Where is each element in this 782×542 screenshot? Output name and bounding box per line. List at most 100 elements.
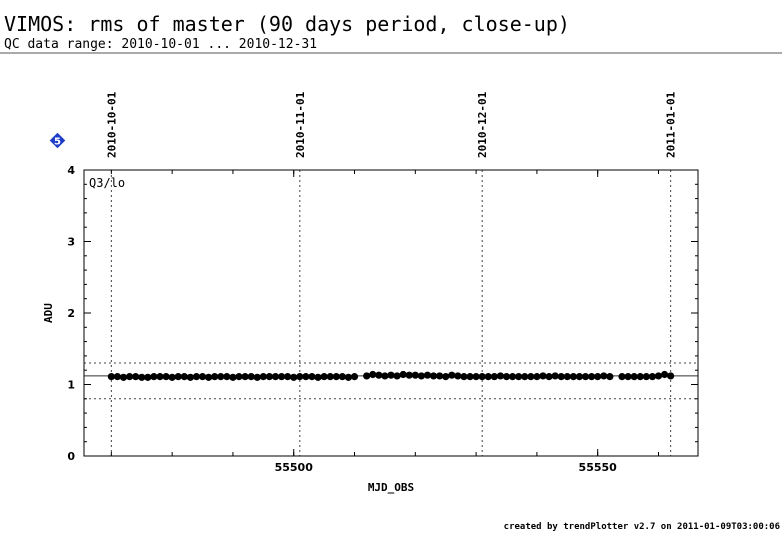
data-point [308, 373, 316, 381]
y-axis-label: ADU [42, 303, 55, 323]
data-point [539, 372, 547, 380]
data-point [496, 372, 505, 380]
data-point [344, 373, 353, 381]
data-point [144, 373, 152, 381]
data-point [442, 373, 450, 381]
data-point [600, 372, 608, 380]
data-point [150, 373, 158, 381]
marks-layer [107, 370, 675, 381]
data-point [205, 373, 213, 381]
data-point [296, 373, 304, 381]
data-point [405, 371, 413, 379]
data-point [618, 373, 626, 381]
data-point [454, 372, 462, 380]
data-point [393, 372, 401, 380]
data-point [387, 371, 395, 379]
data-point [588, 373, 596, 381]
data-point [363, 372, 371, 380]
data-point [630, 373, 638, 381]
data-point [569, 373, 577, 381]
data-point [192, 373, 201, 381]
data-point [277, 373, 286, 381]
data-point [490, 373, 498, 381]
data-point [557, 373, 565, 381]
data-point [448, 371, 456, 379]
data-point [107, 373, 115, 381]
data-point [326, 373, 334, 381]
date-marker-label-1: 2010-11-01 [294, 91, 307, 158]
badge-label: 5 [54, 137, 61, 148]
chart-subtitle: QC data range: 2010-10-01 ... 2010-12-31 [4, 37, 317, 52]
data-point [369, 370, 377, 379]
axis-layer: 2010-10-01 2010-11-01 2010-12-01 2011-01-01… [67, 91, 698, 474]
data-point [314, 373, 322, 381]
date-marker-label-2: 2010-12-01 [476, 91, 489, 158]
y-tick-label-2: 2 [67, 307, 75, 320]
data-point [533, 373, 541, 381]
data-point [502, 373, 511, 381]
data-point [119, 373, 128, 381]
data-point [265, 373, 274, 381]
data-point [624, 373, 632, 381]
data-point [223, 373, 231, 381]
grid-layer [84, 170, 698, 456]
x-tick-label-0: 55500 [275, 461, 314, 474]
data-point [436, 372, 444, 380]
plot-frame [83, 169, 699, 457]
data-point [350, 373, 359, 381]
y-tick-label-4: 4 [67, 164, 75, 177]
data-point [606, 373, 614, 381]
data-point [229, 373, 237, 381]
data-point [466, 373, 474, 381]
data-point [174, 373, 182, 381]
panel-label: Q3/lo [89, 176, 125, 190]
data-point [162, 373, 170, 381]
data-point [581, 373, 590, 381]
data-point [375, 371, 383, 379]
badge: 5 [49, 132, 66, 149]
data-point [259, 373, 267, 381]
data-point [284, 373, 292, 381]
data-point [217, 373, 225, 381]
data-point [460, 373, 468, 381]
y-tick-label-3: 3 [67, 236, 75, 249]
data-point [527, 373, 535, 381]
data-point [156, 373, 164, 381]
data-point [168, 373, 176, 381]
data-point [253, 373, 261, 381]
data-point [113, 373, 122, 381]
data-point [338, 373, 346, 381]
data-point [423, 371, 432, 379]
data-point [594, 373, 602, 381]
y-tick-label-1: 1 [67, 379, 75, 392]
data-point [235, 373, 243, 381]
data-point [290, 373, 298, 381]
data-point [508, 373, 517, 381]
y-tick-label-0: 0 [67, 450, 75, 463]
data-point [241, 373, 249, 381]
date-marker-label-0: 2010-10-01 [105, 91, 118, 158]
chart-title: VIMOS: rms of master (90 days period, cl… [4, 12, 570, 36]
data-point [515, 373, 523, 381]
data-point [271, 373, 280, 381]
data-point [429, 372, 438, 380]
data-point [642, 373, 650, 381]
data-point [417, 372, 425, 380]
data-point [654, 372, 663, 380]
data-point [521, 373, 529, 381]
data-point [320, 373, 328, 381]
data-point [563, 373, 571, 381]
data-point [302, 373, 310, 381]
data-point [660, 370, 669, 379]
data-point [211, 373, 219, 381]
x-axis-label: MJD_OBS [368, 481, 414, 494]
data-point [648, 373, 657, 381]
date-marker-label-3: 2011-01-01 [665, 91, 678, 158]
data-point [667, 372, 675, 380]
data-point [411, 371, 419, 379]
data-point [545, 373, 553, 381]
data-point [551, 372, 559, 380]
badge-diamond-icon [49, 132, 66, 149]
data-point [180, 373, 188, 381]
